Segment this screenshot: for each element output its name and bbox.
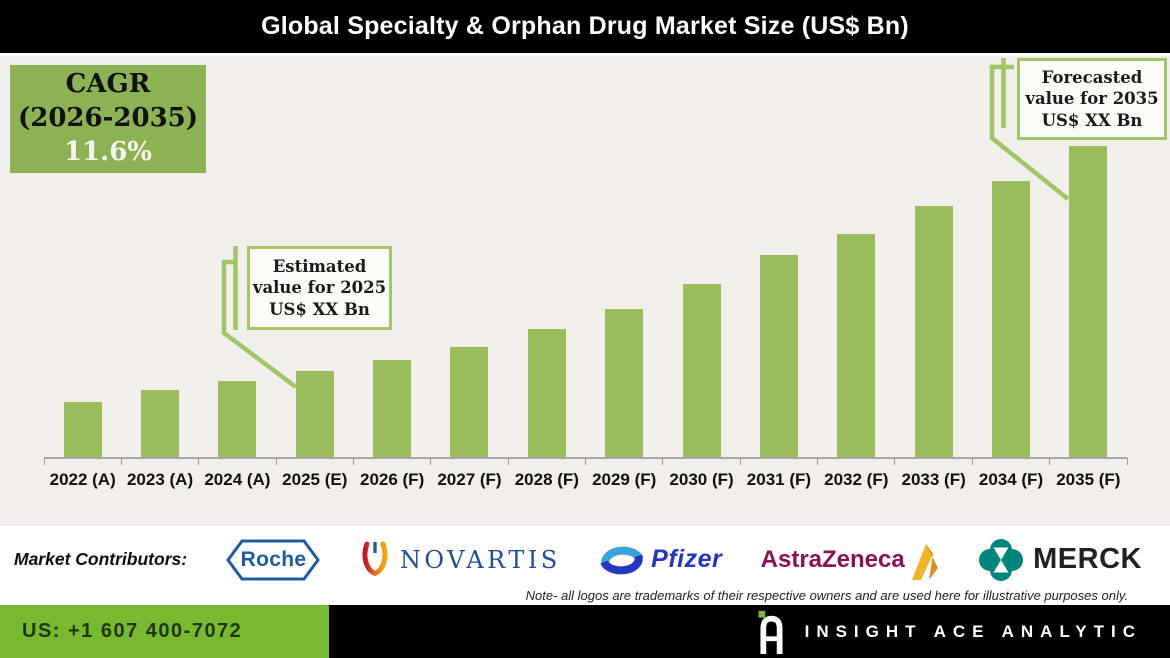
page-title: Global Specialty & Orphan Drug Market Si… [261, 12, 909, 40]
axis-tick [1126, 458, 1128, 465]
bar-2030 (F) [682, 284, 721, 457]
trademark-note: Note- all logos are trademarks of their … [525, 588, 1128, 603]
estimated-callout-line2: value for 2025 [252, 278, 387, 298]
bar-slot: 2027 (F) [431, 119, 509, 489]
bar-2029 (F) [605, 309, 644, 457]
bar-2033 (F) [914, 206, 953, 457]
cagr-label: CAGR [65, 69, 151, 100]
axis-tick [817, 458, 819, 465]
bar-slot: 2035 (F) [1050, 119, 1128, 489]
x-axis-label: 2026 (F) [359, 470, 425, 489]
bar-slot: 2034 (F) [972, 119, 1051, 489]
forecasted-callout-line2: value for 2035 [1025, 89, 1159, 109]
bar-slot: 2030 (F) [663, 119, 741, 489]
brand-name: INSIGHT ACE ANALYTIC [804, 621, 1142, 641]
x-axis-label: 2025 (E) [282, 470, 348, 489]
bar-2027 (F) [450, 347, 489, 457]
x-axis-label: 2031 (F) [746, 470, 812, 489]
merck-wordmark: MERCK [1033, 543, 1142, 575]
title-bar: Global Specialty & Orphan Drug Market Si… [0, 0, 1170, 53]
x-axis-label: 2034 (F) [978, 470, 1044, 489]
bar-2024 (A) [218, 381, 257, 457]
x-axis-label: 2022 (A) [49, 470, 116, 489]
bar-2023 (A) [141, 390, 180, 457]
astrazeneca-ribbon-icon [911, 543, 938, 580]
bar-chart: 2022 (A) 2023 (A) 2024 (A) 2025 (E) 2026 (F)… [44, 119, 1128, 489]
bar-2022 (A) [63, 402, 102, 457]
axis-tick [894, 458, 896, 465]
callout-connector-lines [221, 58, 1070, 389]
axis-tick [120, 458, 122, 465]
x-axis-label: 2030 (F) [669, 470, 734, 489]
axis-tick [198, 458, 200, 465]
pfizer-swirl-icon [600, 546, 644, 574]
novartis-logo: NOVARTIS [360, 541, 561, 579]
x-axis-label: 2029 (F) [592, 470, 657, 489]
bar-2025 (E) [295, 371, 334, 457]
bar-slot: 2033 (F) [895, 119, 973, 489]
x-axis-label: 2032 (F) [824, 470, 889, 489]
cagr-value: 11.6% [63, 136, 153, 167]
bar-slot: 2022 (A) [44, 119, 122, 489]
roche-wordmark: Roche [240, 547, 307, 571]
cagr-period: (2026-2035) [17, 103, 199, 134]
x-axis-label: 2024 (A) [204, 470, 271, 489]
axis-tick [662, 458, 664, 465]
axis-tick [1049, 458, 1051, 465]
merck-logo: MERCK [979, 538, 1142, 582]
bar-2028 (F) [527, 329, 566, 457]
bar-slot: 2031 (F) [740, 119, 819, 489]
forecasted-callout-line3: US$ XX Bn [1041, 110, 1143, 130]
phone-block: US: +1 607 400-7072 [0, 605, 329, 658]
footer-bar: US: +1 607 400-7072 INSIGHT ACE ANALYTIC [0, 605, 1170, 658]
novartis-flame-icon [362, 541, 388, 576]
roche-logo: Roche [225, 537, 321, 583]
forecasted-callout-line1: Forecasted [1041, 68, 1143, 88]
novartis-wordmark: NOVARTIS [399, 545, 561, 574]
bar-slot: 2029 (F) [586, 119, 664, 489]
axis-tick [585, 458, 587, 465]
axis-tick [430, 458, 432, 465]
axis-tick [275, 458, 277, 465]
axis-tick [971, 458, 973, 465]
axis-tick [739, 458, 741, 465]
x-axis-label: 2028 (F) [514, 470, 579, 489]
bar-slot: 2028 (F) [508, 119, 587, 489]
pfizer-logo: Pfizer [599, 542, 722, 578]
bar-2035 (F) [1069, 146, 1108, 457]
bar-slot: 2024 (A) [199, 119, 277, 489]
bar-slot: 2023 (A) [121, 119, 200, 489]
merck-quatrefoil-icon [979, 538, 1024, 581]
pfizer-wordmark: Pfizer [651, 545, 723, 573]
axis-tick [352, 458, 354, 465]
bar-2032 (F) [837, 234, 876, 457]
brand-block: INSIGHT ACE ANALYTIC [757, 605, 1142, 658]
x-axis-label: 2023 (A) [126, 470, 194, 489]
roche-hexagon-icon [226, 539, 321, 580]
astrazeneca-wordmark: AstraZeneca [760, 545, 905, 573]
bar-slot: 2026 (F) [353, 119, 432, 489]
bar-2031 (F) [759, 255, 798, 457]
insight-ace-logo-icon [758, 610, 783, 654]
x-axis-label: 2035 (F) [1056, 470, 1121, 489]
market-contributors-strip: Market Contributors: Roche [0, 526, 1170, 605]
estimated-callout-line3: US$ XX Bn [269, 299, 370, 319]
astrazeneca-logo: AstraZeneca [761, 539, 941, 581]
bar-slot: 2025 (E) [276, 119, 354, 489]
estimated-value-callout: Estimated value for 2025 US$ XX Bn [247, 246, 392, 330]
forecasted-value-callout: Forecasted value for 2035 US$ XX Bn [1017, 58, 1167, 140]
x-axis-label: 2027 (F) [437, 470, 502, 489]
axis-tick [507, 458, 509, 465]
bar-2034 (F) [991, 181, 1030, 457]
bar-slot: 2032 (F) [818, 119, 896, 489]
market-contributors-label: Market Contributors: [14, 549, 188, 569]
x-axis-label: 2033 (F) [901, 470, 966, 489]
cagr-badge: CAGR (2026-2035) 11.6% [10, 65, 206, 173]
phone-number: US: +1 607 400-7072 [22, 620, 243, 642]
estimated-callout-line1: Estimated [272, 257, 367, 277]
bar-2026 (F) [373, 360, 412, 457]
chart-area: CAGR (2026-2035) 11.6% Estimated value f… [0, 53, 1170, 526]
